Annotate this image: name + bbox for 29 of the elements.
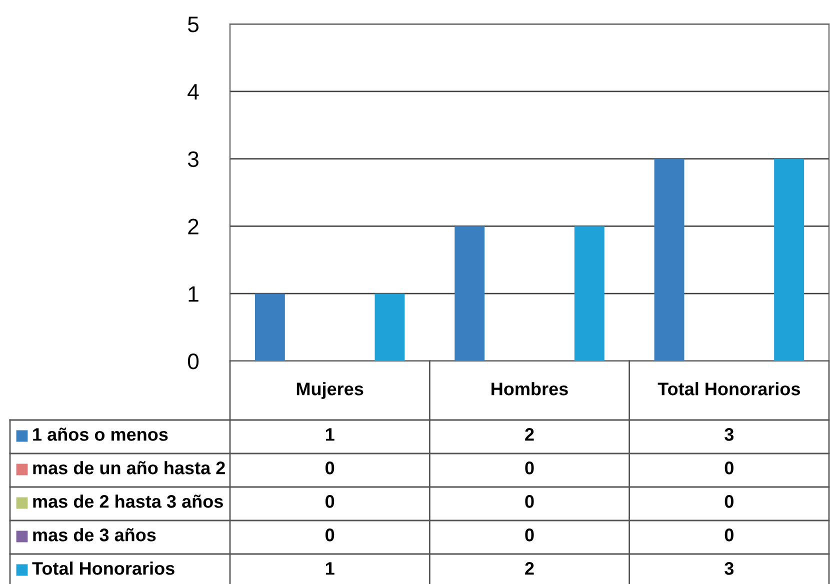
y-tick-label: 5 — [188, 16, 199, 32]
data-label: 0 — [724, 495, 734, 508]
x-tick-label: Total Honorarios — [658, 382, 800, 396]
data-label: 0 — [326, 528, 334, 542]
data-label: 0 — [326, 495, 334, 508]
x-tick-label: Mujeres — [296, 382, 364, 399]
data-label: 3 — [724, 562, 734, 575]
data-label: 3 — [724, 428, 734, 441]
data-label: 1 — [326, 562, 334, 575]
x-tick-label: Hombres — [492, 382, 568, 396]
data-label: 0 — [326, 462, 334, 474]
data-label: 0 — [525, 495, 534, 508]
data-label: 0 — [724, 462, 734, 474]
y-tick-label: 0 — [188, 354, 199, 370]
y-tick-label: 1 — [188, 286, 198, 302]
y-tick-label: 3 — [188, 151, 198, 168]
data-label: 0 — [724, 528, 734, 542]
data-label: 0 — [525, 528, 534, 542]
data-label: 2 — [525, 428, 534, 441]
legend-label: Total Honorarios — [32, 562, 174, 575]
legend-label: mas de 2 hasta 3 años — [33, 494, 223, 508]
data-label: 0 — [525, 462, 534, 474]
legend-label: mas de un año hasta 2 — [33, 461, 225, 474]
legend-label: 1 años o menos — [33, 428, 168, 441]
legend-label: mas de 3 años — [33, 528, 156, 542]
y-tick-label: 2 — [188, 218, 198, 234]
data-label: 2 — [525, 562, 534, 575]
data-label: 1 — [326, 428, 334, 441]
y-tick-label: 4 — [188, 84, 199, 100]
